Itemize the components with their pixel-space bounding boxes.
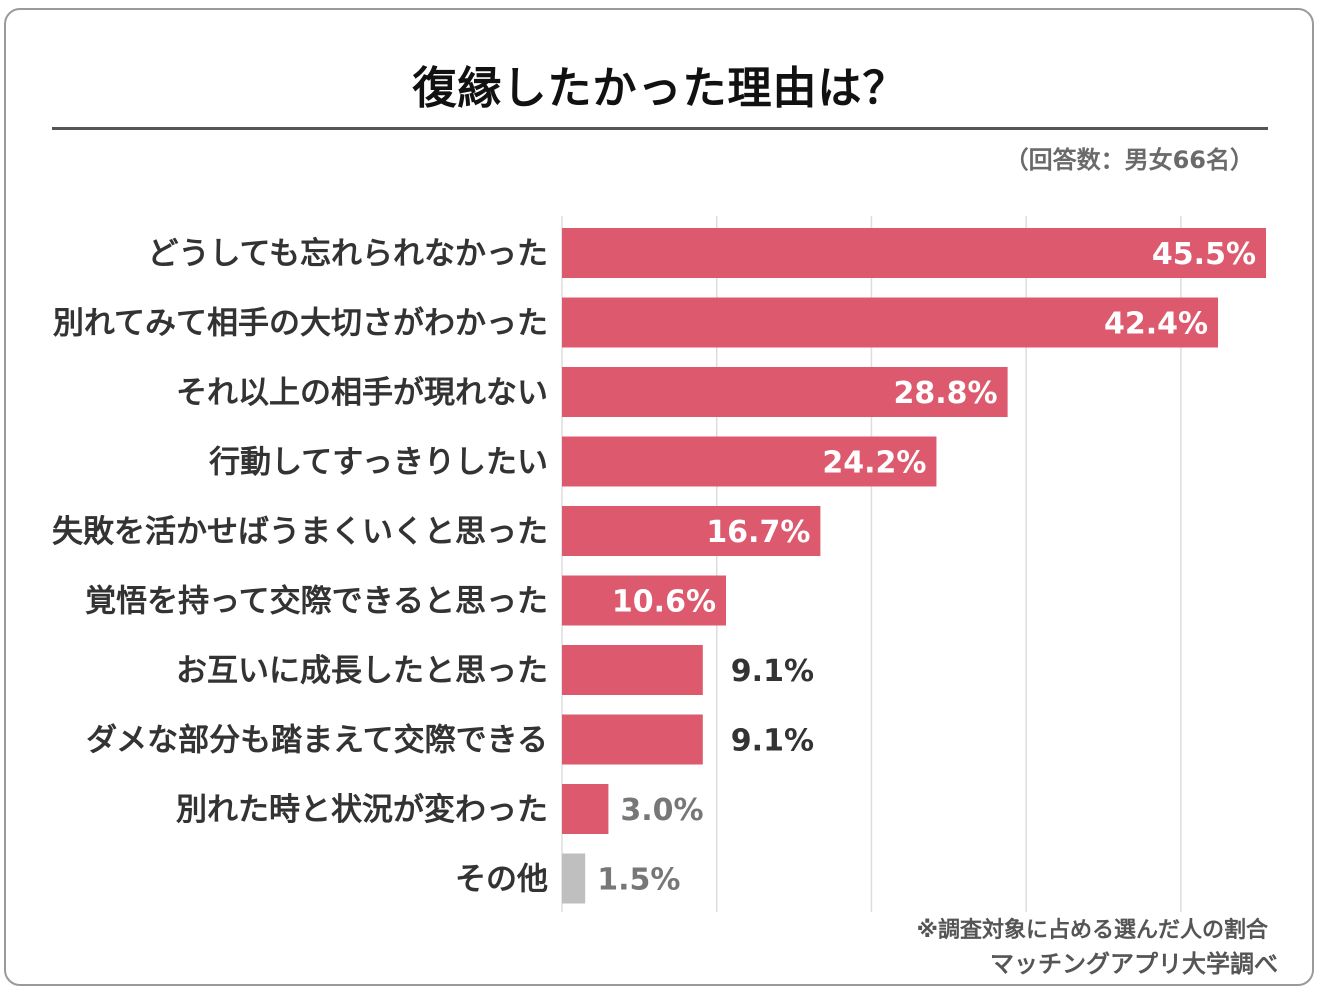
bar-1 bbox=[562, 297, 1219, 348]
category-label-3: 行動してすっきりしたい bbox=[208, 445, 548, 481]
bar-7 bbox=[562, 714, 703, 765]
footnote: ※調査対象に占める選んだ人の割合 bbox=[916, 918, 1268, 943]
bar-0 bbox=[562, 228, 1266, 278]
bar-3 bbox=[562, 436, 937, 487]
value-label-4: 16.7% bbox=[706, 515, 810, 550]
category-label-6: お互いに成長したと思った bbox=[176, 653, 548, 689]
chart-title: 復縁したかった理由は？ bbox=[412, 63, 908, 114]
value-label-6: 9.1% bbox=[731, 654, 814, 689]
value-label-0: 45.5% bbox=[1152, 237, 1256, 272]
category-label-4: 失敗を活かせばうまくいくと思った bbox=[52, 514, 548, 550]
value-label-3: 24.2% bbox=[822, 446, 926, 481]
bar-8 bbox=[562, 784, 609, 834]
category-label-7: ダメな部分も踏まえて交際できる bbox=[86, 723, 548, 759]
label-layer: どうしても忘れられなかった 45.5% 別れてみて相手の大切さがわかった 42.4% そ… bbox=[52, 236, 1256, 898]
source-credit: マッチングアプリ大学調べ bbox=[990, 950, 1278, 978]
value-label-8: 3.0% bbox=[620, 793, 703, 828]
chart-frame bbox=[4, 8, 1314, 986]
category-label-2: それ以上の相手が現れない bbox=[176, 375, 548, 411]
bar-4 bbox=[562, 506, 821, 556]
bar-6 bbox=[562, 645, 703, 695]
category-label-5: 覚悟を持って交際できると思った bbox=[85, 584, 548, 620]
category-label-0: どうしても忘れられなかった bbox=[147, 236, 548, 272]
category-label-1: 別れてみて相手の大切さがわかった bbox=[53, 306, 548, 342]
category-label-9: その他 bbox=[455, 862, 548, 898]
value-label-5: 10.6% bbox=[612, 585, 716, 620]
bar-layer bbox=[562, 228, 1266, 904]
value-label-2: 28.8% bbox=[894, 376, 998, 411]
respondent-count: （回答数：男女66名） bbox=[1004, 146, 1254, 174]
category-label-8: 別れた時と状況が変わった bbox=[176, 792, 548, 828]
bar-9 bbox=[562, 853, 586, 904]
value-label-9: 1.5% bbox=[597, 863, 680, 898]
value-label-1: 42.4% bbox=[1104, 307, 1208, 342]
title-divider bbox=[52, 127, 1268, 130]
value-label-7: 9.1% bbox=[731, 724, 814, 759]
bar-5 bbox=[562, 575, 727, 626]
bar-2 bbox=[562, 367, 1008, 417]
